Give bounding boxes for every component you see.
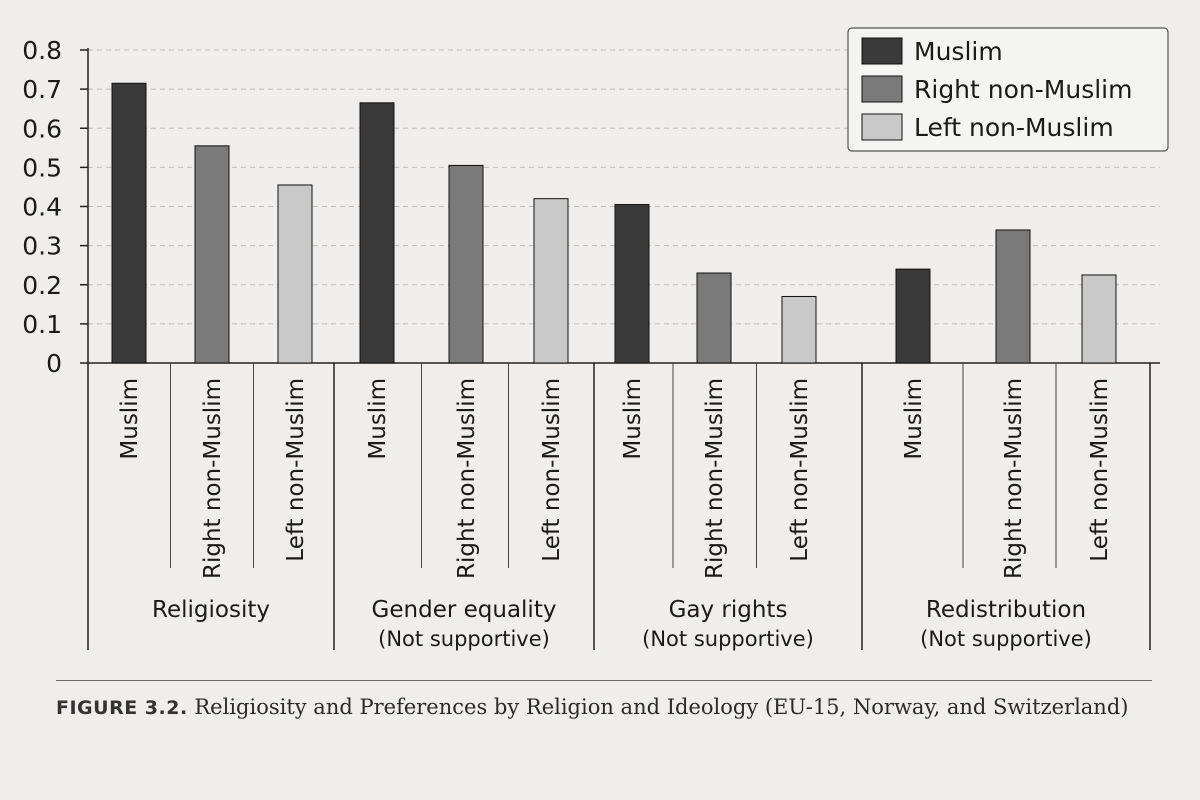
category-label: Right non-Muslim [200, 378, 226, 579]
y-tick-label: 0.2 [22, 271, 62, 300]
y-tick-label: 0.4 [22, 193, 62, 222]
y-tick-label: 0.3 [22, 232, 62, 261]
legend-swatch [861, 37, 903, 65]
category-label: Muslim [365, 378, 391, 460]
legend-label: Left non-Muslim [914, 113, 1114, 142]
category-label: Right non-Muslim [1001, 378, 1027, 579]
caption-divider [56, 680, 1152, 681]
category-label: Left non-Muslim [787, 378, 813, 562]
bar-gay-rights-right-non-muslim [696, 272, 732, 364]
figure-caption: FIGURE 3.2. Religiosity and Preferences … [56, 690, 1146, 725]
category-label: Right non-Muslim [454, 378, 480, 579]
y-tick-label: 0.7 [22, 75, 62, 104]
bar-redistribution-left-non-muslim [1081, 274, 1117, 364]
category-label: Muslim [901, 378, 927, 460]
category-label: Left non-Muslim [1087, 378, 1113, 562]
y-tick-label: 0.6 [22, 114, 62, 143]
category-label: Left non-Muslim [283, 378, 309, 562]
y-tick-label: 0.5 [22, 153, 62, 182]
bar-religiosity-left-non-muslim [277, 184, 313, 364]
group-label: Redistribution [926, 597, 1086, 623]
group-label: Gender equality [372, 597, 557, 623]
legend-swatch [861, 75, 903, 103]
y-tick-label: 0.8 [22, 36, 62, 65]
bar-gender-equality-right-non-muslim [448, 164, 484, 364]
group-sublabel: (Not supportive) [920, 627, 1092, 651]
bar-chart: 0 0.1 0.2 0.3 0.4 0.5 0.6 0.7 0.8 Muslim Right non… [22, 27, 1169, 651]
bar-redistribution-muslim [895, 268, 931, 364]
category-label: Muslim [620, 378, 646, 460]
legend-swatch [861, 113, 903, 141]
legend-box [847, 27, 1169, 152]
category-label: Right non-Muslim [702, 378, 728, 579]
figure-caption-text: Religiosity and Preferences by Religion … [194, 695, 1129, 719]
category-label: Muslim [117, 378, 143, 460]
group-label: Gay rights [669, 597, 788, 623]
category-label: Left non-Muslim [539, 378, 565, 562]
y-tick-label: 0 [46, 349, 62, 378]
bar-gay-rights-muslim [614, 204, 650, 364]
figure-number: FIGURE 3.2. [56, 697, 188, 719]
legend-label: Muslim [914, 37, 1003, 66]
group-sublabel: (Not supportive) [378, 627, 550, 651]
bar-gender-equality-muslim [359, 102, 395, 364]
group-sublabel: (Not supportive) [642, 627, 814, 651]
legend-label: Right non-Muslim [914, 75, 1132, 104]
bar-religiosity-right-non-muslim [194, 145, 230, 364]
bar-gay-rights-left-non-muslim [781, 295, 817, 364]
bar-gender-equality-left-non-muslim [533, 198, 569, 364]
bar-religiosity-muslim [111, 82, 147, 364]
y-tick-label: 0.1 [22, 310, 62, 339]
group-label: Religiosity [152, 597, 270, 623]
bar-redistribution-right-non-muslim [995, 229, 1031, 364]
